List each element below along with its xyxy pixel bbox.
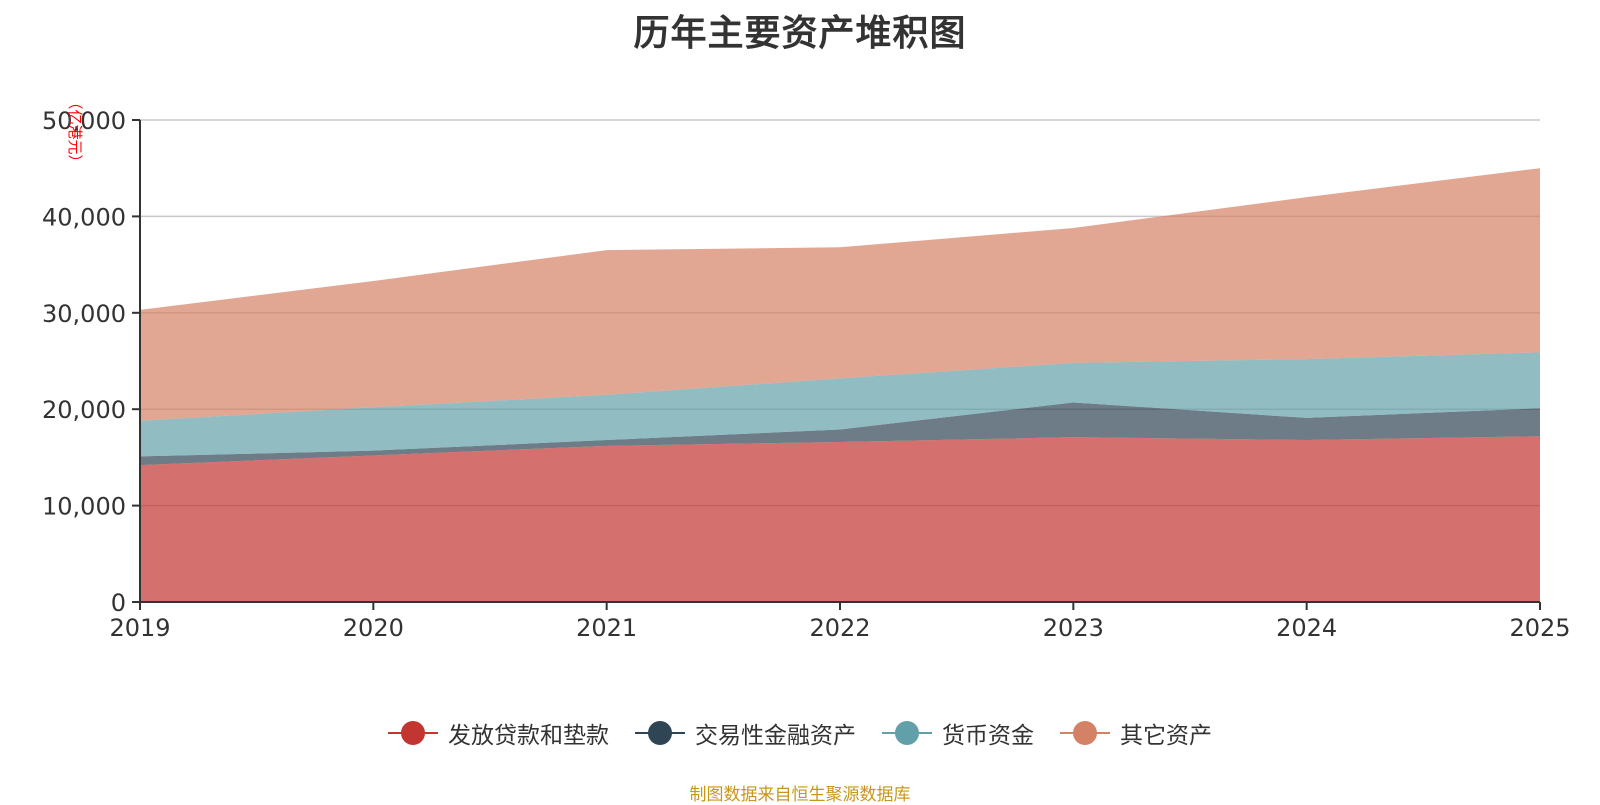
legend-label: 货币资金 <box>942 723 1034 749</box>
y-tick-label: 30,000 <box>42 300 126 328</box>
legend-item-4[interactable]: 其它资产 <box>1060 716 1212 750</box>
y-tick-label: 10,000 <box>42 493 126 521</box>
legend-label: 其它资产 <box>1120 723 1212 749</box>
legend-label: 交易性金融资产 <box>695 723 856 749</box>
source-note: 制图数据来自恒生聚源数据库 <box>689 785 911 805</box>
area-series-4 <box>140 168 1540 421</box>
x-tick-labels: 2019 2020 2021 2022 2023 2024 2025 <box>109 614 1570 642</box>
x-tick-label: 2022 <box>809 614 870 642</box>
y-tick-label: 50,000 <box>42 107 126 135</box>
x-tick-label: 2019 <box>109 614 170 642</box>
series-areas <box>140 168 1540 602</box>
x-tick-label: 2021 <box>576 614 637 642</box>
legend: 发放贷款和垫款 交易性金融资产 货币资金 其它资产 <box>0 716 1600 750</box>
y-tick-labels: 0 10,000 20,000 30,000 40,000 50,000 <box>42 107 126 617</box>
legend-item-3[interactable]: 货币资金 <box>882 716 1034 750</box>
y-tick-label: 0 <box>111 589 126 617</box>
x-tick-label: 2024 <box>1276 614 1337 642</box>
legend-marker <box>1060 721 1110 745</box>
y-axis-label: （亿港元） <box>66 94 84 169</box>
y-tick-label: 20,000 <box>42 396 126 424</box>
area-series-2 <box>140 402 1540 466</box>
legend-marker <box>882 721 932 745</box>
legend-dot <box>895 721 919 745</box>
legend-label: 发放贷款和垫款 <box>448 723 609 749</box>
legend-item-1[interactable]: 发放贷款和垫款 <box>388 716 609 750</box>
legend-marker <box>635 721 685 745</box>
legend-dot <box>1073 721 1097 745</box>
area-series-1 <box>140 436 1540 602</box>
area-series-3 <box>140 352 1540 457</box>
legend-marker <box>388 721 438 745</box>
legend-dot <box>648 721 672 745</box>
y-tick-label: 40,000 <box>42 203 126 231</box>
axes <box>132 119 1541 610</box>
legend-dot <box>401 721 425 745</box>
chart-title: 历年主要资产堆积图 <box>633 13 967 54</box>
x-tick-label: 2023 <box>1043 614 1104 642</box>
legend-item-2[interactable]: 交易性金融资产 <box>635 716 856 750</box>
x-tick-label: 2025 <box>1509 614 1570 642</box>
x-tick-label: 2020 <box>343 614 404 642</box>
